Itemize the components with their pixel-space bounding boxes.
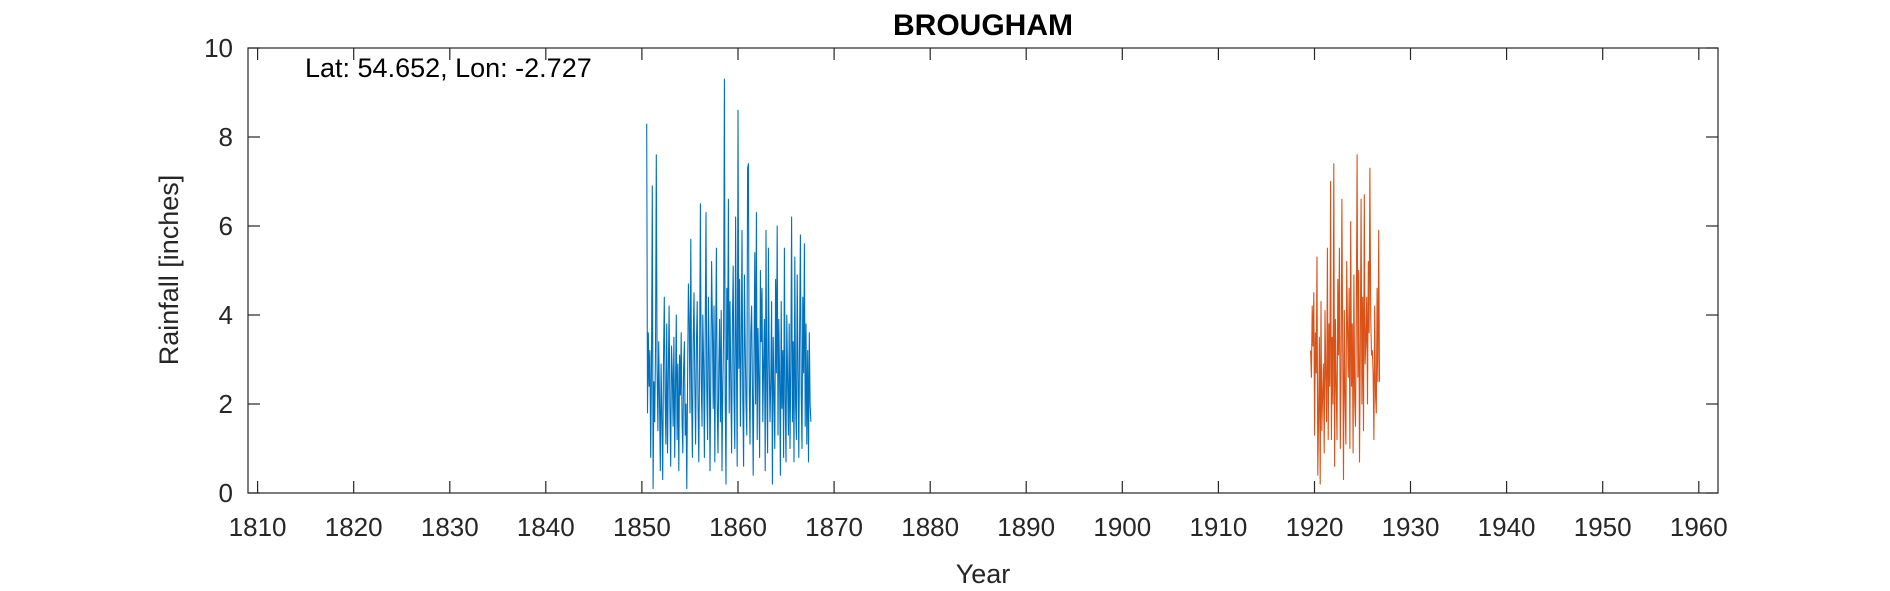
chart-title: BROUGHAM [893,9,1073,42]
y-tick-label: 4 [219,300,233,330]
y-tick-label: 2 [219,389,233,419]
x-tick-label: 1880 [901,512,959,542]
y-tick-label: 6 [219,211,233,241]
x-tick-label: 1910 [1189,512,1247,542]
location-annotation: Lat: 54.652, Lon: -2.727 [305,53,592,83]
y-tick-label: 0 [219,478,233,508]
x-tick-label: 1810 [229,512,287,542]
x-tick-label: 1820 [325,512,383,542]
tick-layer: 1810 1820 1830 1840 1850 1860 1870 1880 1890 1900… [204,33,1728,542]
x-tick-label: 1850 [613,512,671,542]
rainfall-series-line-2 [1310,154,1381,485]
plot-area [247,47,1719,494]
y-axis-title: Rainfall [inches] [154,175,184,366]
y-tick-label: 10 [204,33,233,63]
x-tick-label: 1830 [421,512,479,542]
y-tick-label: 8 [219,122,233,152]
x-tick-label: 1890 [997,512,1055,542]
x-tick-label: 1940 [1478,512,1536,542]
x-tick-label: 1900 [1093,512,1151,542]
x-tick-label: 1860 [709,512,767,542]
x-tick-label: 1920 [1286,512,1344,542]
x-tick-label: 1840 [517,512,575,542]
x-tick-label: 1930 [1382,512,1440,542]
x-tick-label: 1870 [805,512,863,542]
x-axis-title: Year [956,559,1011,589]
series-layer [646,78,1381,490]
x-tick-label: 1950 [1574,512,1632,542]
x-tick-label: 1960 [1670,512,1728,542]
rainfall-series-line-1 [646,78,812,490]
